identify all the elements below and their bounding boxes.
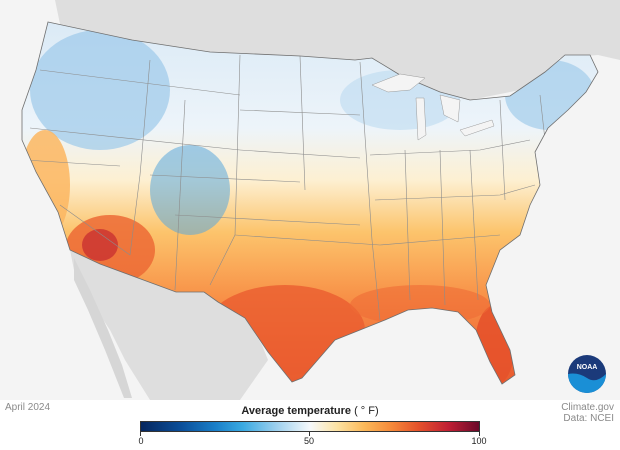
state-borders	[24, 54, 546, 321]
southwest-hot-core	[82, 229, 118, 261]
date-label: April 2024	[5, 402, 51, 413]
noaa-logo-text: NOAA	[577, 364, 598, 371]
northwest-cold-patch	[30, 30, 170, 150]
noaa-logo: NOAA	[568, 355, 606, 393]
legend-title-text: Average temperature	[241, 405, 351, 417]
rockies-cold-patch	[150, 145, 230, 235]
legend-tick-100	[479, 432, 480, 436]
credit-source: Climate.gov	[561, 402, 614, 413]
legend-tick-0	[140, 432, 141, 436]
mexico-land	[70, 250, 268, 400]
lake-michigan	[415, 97, 427, 141]
legend-tick-50	[309, 432, 310, 436]
temperature-map: NOAA	[21, 0, 620, 400]
florida-hot-patch	[475, 305, 515, 384]
legend-tick-label-0: 0	[138, 436, 144, 446]
baja-peninsula	[74, 258, 132, 398]
canada-land	[55, 0, 620, 100]
credit-data: Data: NCEI	[563, 413, 614, 424]
gulf-hot-patch	[350, 285, 490, 325]
legend-title: Average temperature ( ° F)	[140, 405, 480, 417]
lake-erie	[459, 119, 495, 137]
credit-block: Climate.gov Data: NCEI	[561, 402, 614, 424]
legend-color-bar	[140, 421, 480, 432]
legend-tick-label-100: 100	[471, 436, 487, 446]
lake-huron	[439, 94, 461, 123]
california-warm-patch	[22, 130, 70, 240]
lake-superior	[371, 73, 426, 93]
legend-unit: ( ° F)	[354, 405, 379, 417]
us-outline	[21, 21, 599, 385]
legend-tick-label-50: 50	[303, 436, 315, 446]
